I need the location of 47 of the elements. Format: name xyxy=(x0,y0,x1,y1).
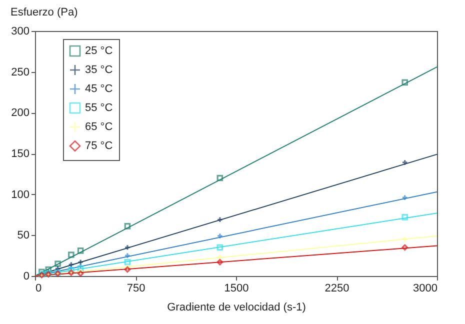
point xyxy=(124,244,131,251)
point xyxy=(216,244,224,251)
point xyxy=(216,174,224,182)
y-axis-title: Esfuerzo (Pa) xyxy=(10,6,78,18)
point xyxy=(216,258,224,266)
legend-label: 65 °C xyxy=(85,121,113,133)
point xyxy=(216,254,224,260)
point xyxy=(216,232,224,240)
x-tick-label: 3000 xyxy=(413,282,438,294)
x-tick-label: 2250 xyxy=(324,282,350,294)
point xyxy=(45,266,52,273)
point xyxy=(54,260,61,267)
point xyxy=(77,268,84,274)
point xyxy=(68,261,74,268)
x-axis-title: Gradiente de velocidad (s-1) xyxy=(167,302,306,314)
point xyxy=(402,194,408,201)
point xyxy=(124,264,131,270)
point xyxy=(402,214,408,220)
legend-label: 45 °C xyxy=(85,83,113,95)
point xyxy=(124,252,131,259)
y-tick-label: 150 xyxy=(11,148,30,160)
point xyxy=(77,266,84,272)
point xyxy=(77,248,84,254)
y-tick-label: 300 xyxy=(11,26,30,38)
point xyxy=(402,79,408,86)
point xyxy=(124,258,131,266)
point xyxy=(77,258,84,266)
point xyxy=(124,223,131,230)
point xyxy=(77,263,84,270)
x-tick-label: 0 xyxy=(36,282,42,294)
point xyxy=(402,244,408,251)
legend-label: 35 °C xyxy=(85,64,113,76)
point xyxy=(77,270,84,277)
y-tick-label: 100 xyxy=(11,188,30,201)
legend-label: 55 °C xyxy=(85,102,113,114)
legend-label: 25 °C xyxy=(85,45,113,57)
point xyxy=(124,266,131,273)
point xyxy=(216,216,224,223)
y-tick-label: 250 xyxy=(11,66,30,78)
y-tick-label: 50 xyxy=(17,230,30,242)
x-tick-label: 1500 xyxy=(224,282,249,294)
legend-label: 75 °C xyxy=(85,140,113,152)
x-tick-label: 750 xyxy=(126,282,146,294)
point xyxy=(402,159,408,166)
y-tick-label: 200 xyxy=(11,107,30,120)
y-tick-label: 0 xyxy=(23,270,30,282)
point xyxy=(68,252,74,258)
